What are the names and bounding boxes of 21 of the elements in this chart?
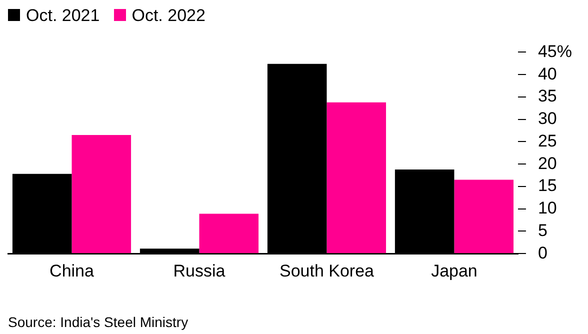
y-tick-label: 45% bbox=[538, 42, 572, 61]
legend-label: Oct. 2021 bbox=[25, 6, 100, 26]
x-tick-label: South Korea bbox=[279, 261, 375, 280]
y-tick-label: 25 bbox=[538, 131, 557, 150]
x-tick-label: China bbox=[50, 261, 94, 280]
bar bbox=[326, 102, 386, 254]
y-tick-label: 5 bbox=[538, 220, 548, 240]
y-tick-label: 20 bbox=[538, 154, 557, 173]
legend-label: Oct. 2022 bbox=[130, 6, 206, 26]
y-tick-label: 40 bbox=[538, 64, 557, 84]
y-tick-label: 10 bbox=[538, 198, 557, 218]
x-tick-label: Japan bbox=[431, 261, 478, 280]
source-note: Source: India's Steel Ministry bbox=[8, 314, 188, 330]
y-tick-label: 15 bbox=[538, 176, 557, 196]
y-tick-label: 35 bbox=[538, 86, 557, 106]
bar bbox=[72, 135, 132, 254]
y-tick-label: 30 bbox=[538, 109, 557, 128]
x-tick-label: Russia bbox=[173, 261, 226, 280]
bar bbox=[454, 180, 514, 254]
bar bbox=[199, 214, 259, 254]
y-tick-label: 0 bbox=[538, 243, 548, 262]
